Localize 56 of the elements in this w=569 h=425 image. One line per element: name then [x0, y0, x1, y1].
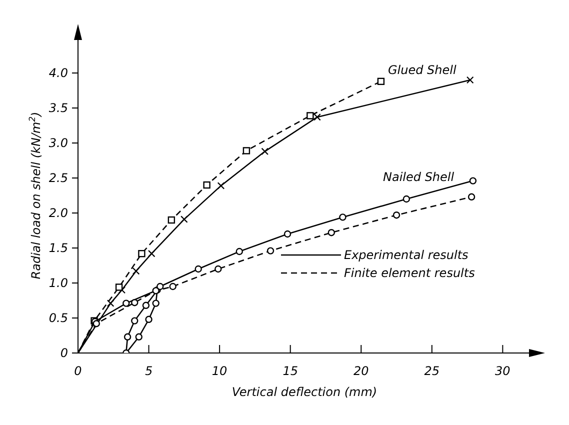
point	[392, 212, 400, 219]
point	[306, 112, 314, 120]
x-tick-label: 30	[495, 364, 511, 378]
point	[377, 78, 385, 85]
x-tick-label: 0	[74, 364, 82, 378]
point	[194, 265, 202, 273]
point	[152, 300, 160, 307]
point	[168, 216, 176, 224]
x-axis-title: Vertical deflection (mm)	[232, 385, 378, 399]
point	[131, 317, 138, 324]
point	[124, 333, 132, 340]
point	[156, 282, 164, 290]
annotation: Glued Shell	[388, 63, 456, 77]
point	[266, 247, 274, 254]
point	[242, 147, 250, 154]
point	[122, 300, 130, 307]
point	[132, 268, 140, 275]
point	[145, 316, 152, 323]
point	[469, 177, 477, 184]
y-tick-label: 0.5	[48, 311, 68, 325]
point	[148, 250, 156, 258]
legend-label: Finite element results	[344, 266, 475, 280]
x-tick-label: 5	[144, 364, 153, 378]
y-tick-label: 2.0	[48, 206, 68, 220]
point	[142, 302, 150, 309]
y-tick-label: 1.0	[48, 276, 68, 290]
y-tick-label: 2.5	[48, 171, 68, 185]
x-tick-label: 20	[353, 364, 370, 378]
y-tick-label: 3.5	[48, 101, 68, 115]
point	[236, 248, 243, 256]
point	[138, 250, 146, 258]
point	[107, 300, 114, 307]
point	[115, 284, 123, 291]
annotation: Nailed Shell	[383, 170, 454, 184]
point	[468, 193, 476, 200]
point	[135, 333, 142, 340]
point	[92, 320, 100, 328]
point	[339, 214, 346, 221]
point	[217, 182, 224, 190]
point	[314, 114, 321, 121]
point	[284, 230, 292, 238]
point	[180, 216, 188, 223]
point	[203, 181, 210, 189]
y-tick-label: 0	[60, 346, 68, 360]
point	[328, 229, 335, 236]
y-tick-label: 4.0	[48, 66, 68, 80]
x-tick-label: 15	[282, 364, 298, 378]
point	[261, 148, 268, 155]
y-tick-label: 1.5	[48, 241, 68, 255]
point	[466, 76, 474, 84]
legend-label: Experimental results	[344, 248, 468, 262]
y-tick-label: 3.0	[48, 136, 68, 150]
point	[169, 282, 176, 290]
point	[402, 195, 410, 203]
x-tick-label: 10	[212, 364, 228, 378]
x-tick-label: 25	[424, 364, 440, 378]
